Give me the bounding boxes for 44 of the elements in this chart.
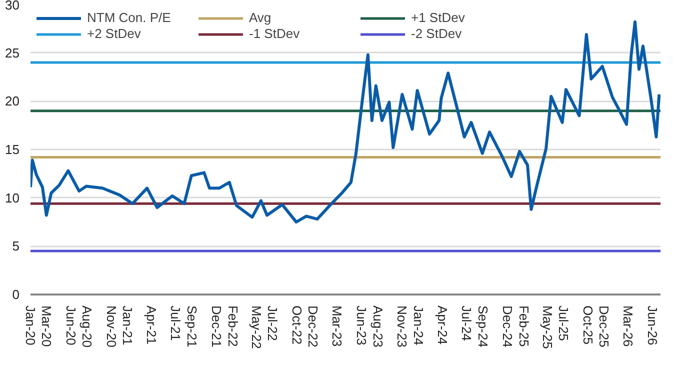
y-tick-label: 5 <box>12 238 20 254</box>
x-tick-label: Jul-22 <box>265 306 280 341</box>
x-tick-label: Mar-23 <box>330 306 345 347</box>
x-tick-label: Mar-26 <box>620 306 636 347</box>
x-tick-label: Aug-20 <box>80 306 95 348</box>
x-tick-label: Apr-21 <box>144 306 160 345</box>
x-tick-label: Jul-25 <box>556 306 572 341</box>
legend-label: -1 StDev <box>249 26 301 41</box>
x-tick-label: Nov-20 <box>104 306 119 348</box>
y-tick-label: 10 <box>5 190 20 206</box>
x-tick-label: Mar-20 <box>38 306 54 347</box>
x-tick-label: Jan-20 <box>23 306 38 346</box>
y-tick-label: 25 <box>5 45 20 60</box>
x-tick-label: Feb-25 <box>516 306 532 347</box>
legend-label: NTM Con. P/E <box>87 10 172 25</box>
legend-label: +2 StDev <box>87 26 142 41</box>
y-tick-label: 0 <box>12 287 20 302</box>
legend-label: +1 StDev <box>411 10 466 25</box>
x-tick-label: Apr-24 <box>435 306 450 345</box>
x-tick-label: Dec-24 <box>500 306 515 348</box>
y-tick-label: 30 <box>5 0 20 12</box>
x-tick-label: Dec-25 <box>596 306 612 348</box>
y-tick-label: 15 <box>5 142 20 157</box>
x-tick-label: Sep-24 <box>476 306 491 348</box>
x-tick-label: Jun-26 <box>645 306 660 346</box>
x-tick-label: Dec-22 <box>306 306 321 348</box>
x-tick-label: Jul-24 <box>459 306 474 341</box>
x-tick-label: Oct-25 <box>580 306 596 345</box>
x-tick-label: May-25 <box>540 306 555 349</box>
x-tick-label: Aug-23 <box>370 306 386 348</box>
x-tick-label: May-22 <box>248 306 264 349</box>
x-tick-label: Jan-21 <box>120 306 136 346</box>
x-tick-label: Jan-24 <box>410 306 426 346</box>
legend-label: -2 StDev <box>411 26 463 41</box>
legend-label: Avg <box>249 10 272 25</box>
x-tick-label: Jun-20 <box>63 306 78 346</box>
x-tick-label: Sep-21 <box>184 306 200 348</box>
y-tick-label: 20 <box>5 94 20 109</box>
x-tick-label: Dec-21 <box>208 306 224 348</box>
x-tick-label: Feb-22 <box>225 306 240 347</box>
x-tick-label: Jun-23 <box>354 306 370 346</box>
x-tick-label: Oct-22 <box>290 306 305 345</box>
x-tick-label: Nov-23 <box>394 306 410 348</box>
x-tick-label: Jul-21 <box>168 306 184 341</box>
